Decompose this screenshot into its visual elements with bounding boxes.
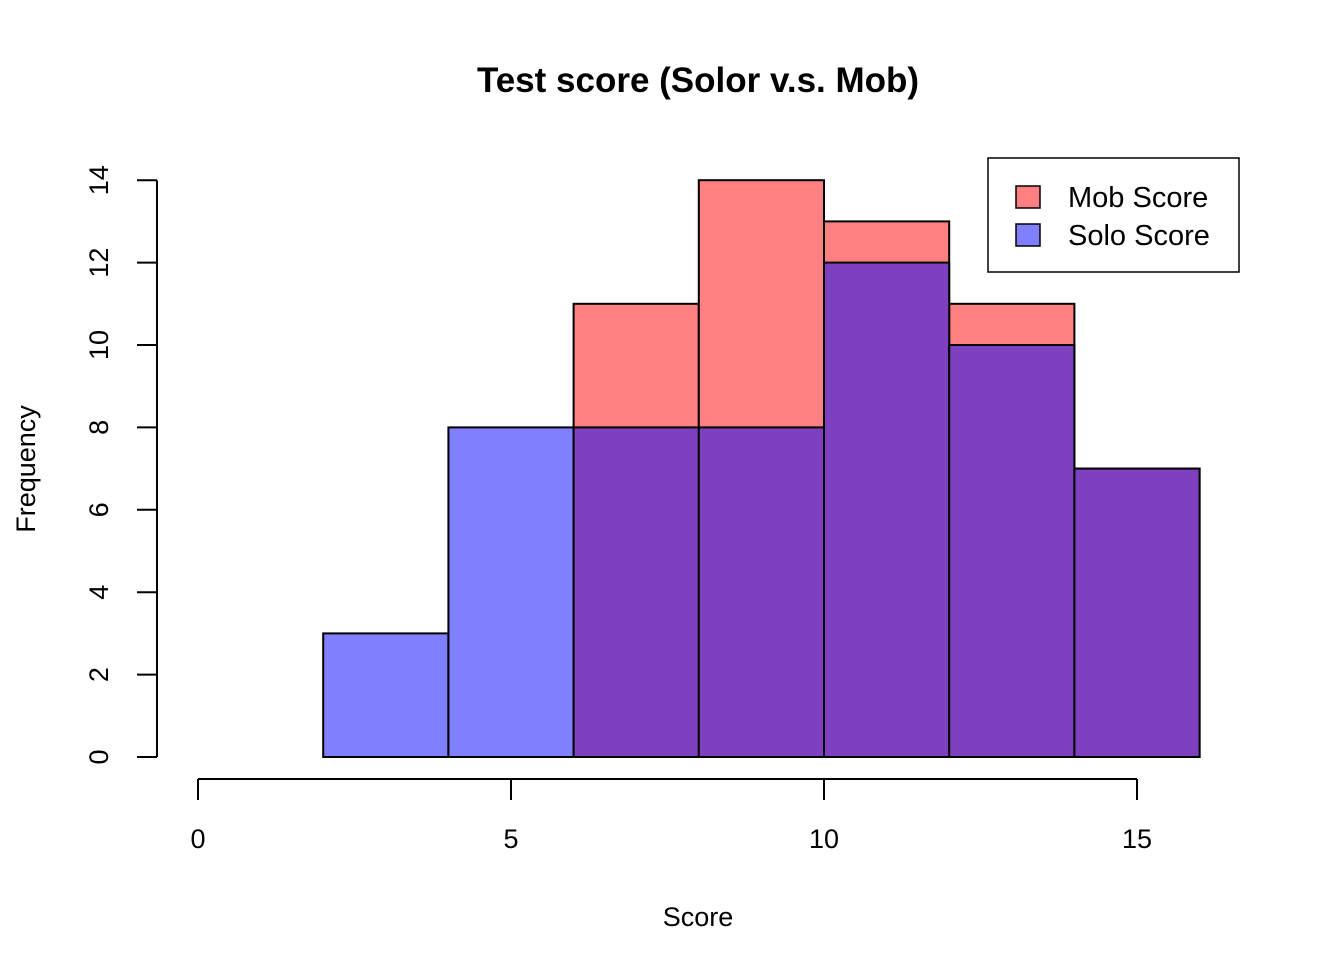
x-tick-label: 5 bbox=[503, 824, 518, 854]
legend-swatch bbox=[1015, 185, 1041, 209]
y-tick-label: 14 bbox=[84, 165, 114, 195]
solo-bar-14-16 bbox=[1073, 467, 1201, 758]
y-tick-label: 6 bbox=[84, 502, 114, 517]
solo-bar-10-12 bbox=[823, 261, 951, 758]
x-axis-title: Score bbox=[663, 902, 734, 932]
y-tick-label: 0 bbox=[84, 749, 114, 764]
legend: Mob Score Solo Score bbox=[987, 157, 1240, 273]
y-tick-label: 12 bbox=[84, 248, 114, 278]
solo-bar-2-4 bbox=[322, 632, 450, 759]
y-axis-title: Frequency bbox=[11, 405, 41, 533]
solo-bar-4-6 bbox=[447, 426, 575, 758]
y-tick-label: 8 bbox=[84, 420, 114, 435]
legend-label: Solo Score bbox=[1068, 220, 1210, 252]
chart-title: Test score (Solor v.s. Mob) bbox=[477, 61, 919, 100]
solo-bar-6-8 bbox=[572, 426, 700, 758]
y-tick-label: 10 bbox=[84, 330, 114, 360]
y-axis: 0 2 4 6 8 10 12 14 bbox=[84, 165, 158, 765]
x-tick-label: 10 bbox=[809, 824, 839, 854]
y-tick-label: 4 bbox=[84, 585, 114, 600]
x-tick-label: 15 bbox=[1122, 824, 1152, 854]
x-tick-label: 0 bbox=[190, 824, 205, 854]
legend-swatch bbox=[1015, 223, 1041, 247]
legend-box bbox=[987, 157, 1240, 273]
solo-bar-8-10 bbox=[697, 426, 825, 758]
legend-label: Mob Score bbox=[1068, 182, 1208, 214]
bars-layer bbox=[322, 179, 1201, 759]
y-tick-label: 2 bbox=[84, 667, 114, 682]
solo-bar-12-14 bbox=[948, 344, 1076, 758]
x-axis: 0 5 10 15 bbox=[190, 778, 1152, 854]
